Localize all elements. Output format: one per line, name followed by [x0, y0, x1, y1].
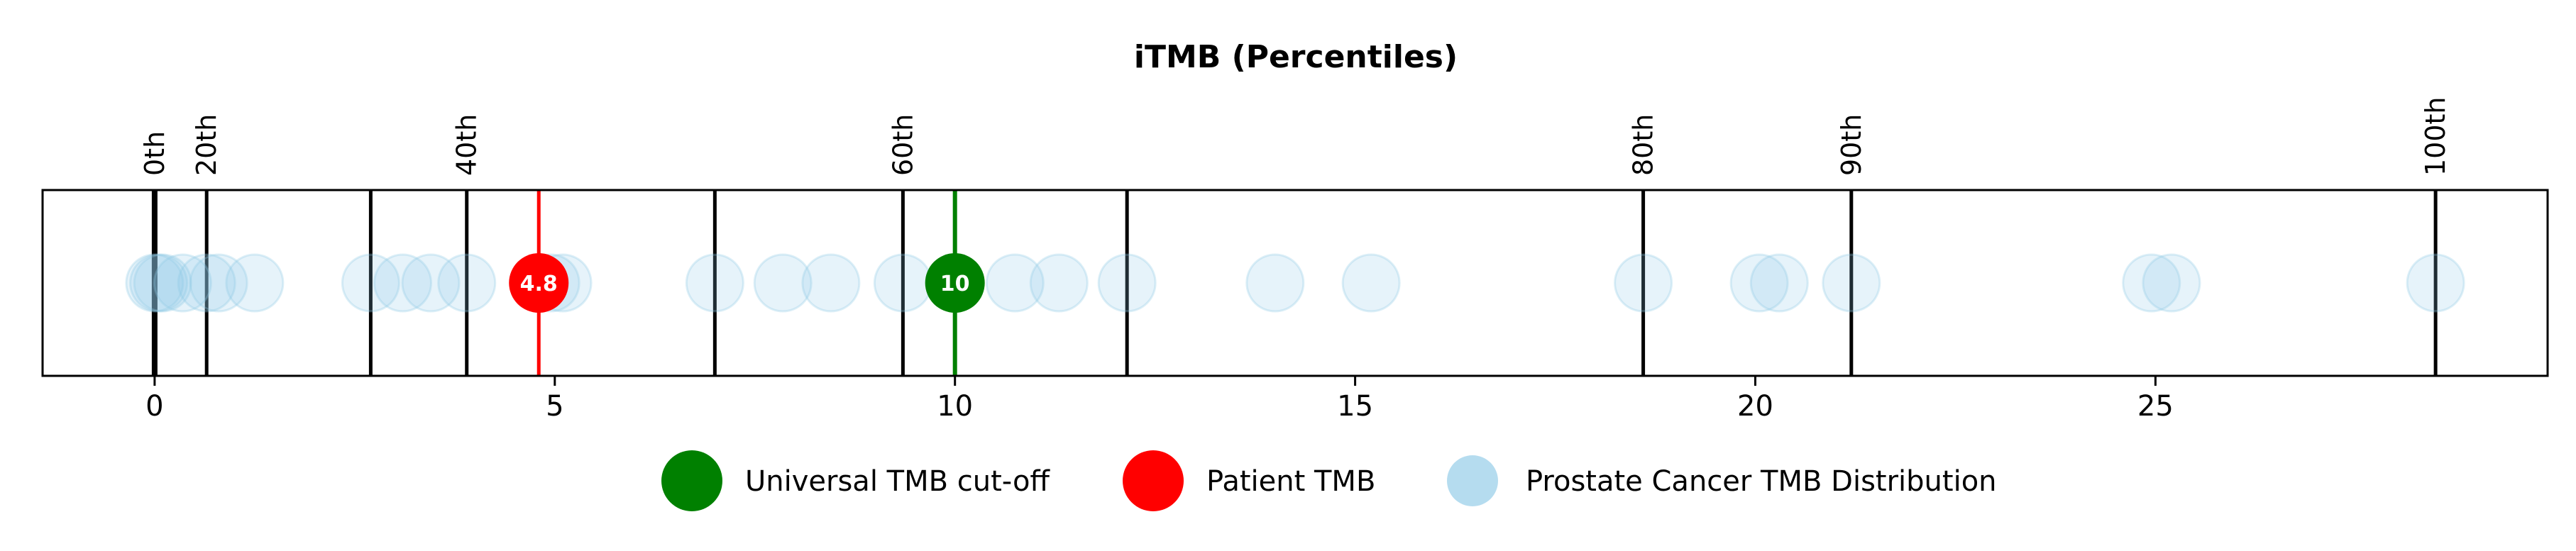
distribution-point: [1729, 253, 1789, 313]
patient-point: [509, 253, 569, 313]
distribution-point: [873, 253, 932, 313]
x-axis: 0 5 10 15 20 25: [145, 376, 2174, 423]
distribution-point: [1822, 253, 1881, 313]
legend-marker: [1123, 450, 1184, 511]
legend-marker: [661, 450, 722, 511]
distribution-point: [341, 253, 400, 313]
distribution-point: [125, 253, 185, 313]
patient-point-label: 4.8: [520, 272, 558, 296]
distribution-point: [1029, 253, 1089, 313]
plot-frame: [41, 189, 2549, 377]
percentile-label: 0th: [139, 131, 170, 176]
cutoff-point: [925, 253, 985, 313]
chart-title: iTMB (Percentiles): [1134, 39, 1458, 75]
distribution-point: [2142, 253, 2201, 313]
x-tick-label: 20: [1737, 390, 1773, 423]
data-points-layer: 104.8: [125, 253, 2465, 313]
distribution-point: [129, 253, 189, 313]
percentile-label: 80th: [1628, 114, 1659, 176]
distribution-point: [133, 253, 192, 313]
cutoff-point-label: 10: [940, 272, 970, 296]
distribution-point: [189, 253, 248, 313]
percentile-label: 60th: [887, 114, 918, 176]
distribution-point: [985, 253, 1045, 313]
distribution-point: [177, 253, 236, 313]
x-tick-label: 5: [546, 390, 563, 423]
legend-marker: [1447, 455, 1498, 506]
distribution-point: [225, 253, 285, 313]
percentile-label: 20th: [191, 114, 222, 176]
x-tick-label: 10: [937, 390, 973, 423]
distribution-point: [2122, 253, 2181, 313]
distribution-point: [373, 253, 433, 313]
distribution-point: [801, 253, 861, 313]
percentile-label: 100th: [2420, 96, 2451, 176]
x-tick-label: 0: [145, 390, 163, 423]
distribution-point: [153, 253, 212, 313]
legend-label: Patient TMB: [1206, 465, 1375, 498]
legend: Universal TMB cut-off Patient TMB Prostate…: [661, 450, 1997, 511]
distribution-point: [1341, 253, 1401, 313]
percentile-label: 90th: [1836, 114, 1867, 176]
distribution-point: [2406, 253, 2465, 313]
percentile-label: 40th: [451, 114, 483, 176]
distribution-point: [1749, 253, 1809, 313]
legend-label: Prostate Cancer TMB Distribution: [1526, 465, 1997, 498]
distribution-point: [1614, 253, 1673, 313]
x-tick-label: 15: [1337, 390, 1373, 423]
percentile-lines-layer: 0th 20th 40th 60th 80th 90th 100th: [139, 96, 2451, 376]
distribution-point: [401, 253, 461, 313]
distribution-point: [437, 253, 497, 313]
distribution-point: [753, 253, 813, 313]
distribution-point: [1097, 253, 1157, 313]
legend-label: Universal TMB cut-off: [745, 465, 1050, 498]
x-tick-label: 25: [2137, 390, 2174, 423]
distribution-point: [685, 253, 744, 313]
distribution-point: [1245, 253, 1305, 313]
